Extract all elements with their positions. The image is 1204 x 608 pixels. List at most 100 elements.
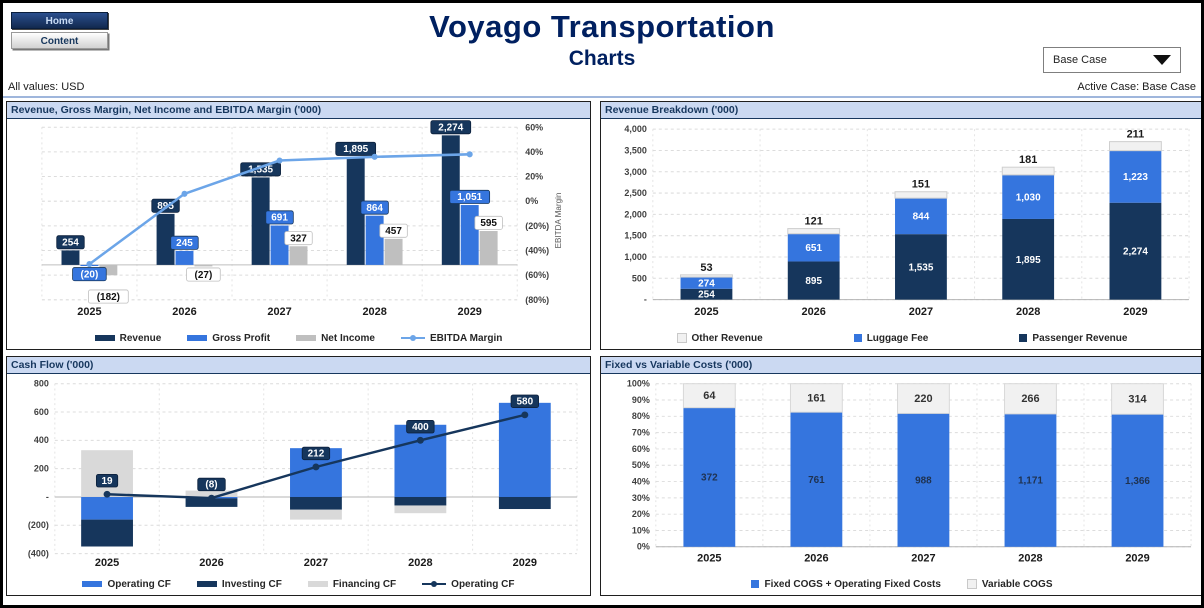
svg-text:40%: 40% (632, 477, 650, 487)
svg-text:121: 121 (805, 215, 823, 227)
svg-text:327: 327 (290, 233, 307, 244)
svg-text:53: 53 (700, 262, 712, 274)
svg-text:161: 161 (807, 392, 825, 404)
chart-title-fixed-variable: Fixed vs Variable Costs ('000) (601, 357, 1201, 374)
svg-text:372: 372 (701, 473, 718, 484)
svg-text:595: 595 (480, 218, 497, 229)
legend-swatch (400, 335, 425, 341)
all-values-label: All values: USD (8, 81, 85, 93)
svg-text:20%: 20% (525, 172, 543, 182)
legend-swatch (82, 581, 103, 587)
legend-item: Net Income (296, 333, 375, 344)
svg-text:50%: 50% (632, 460, 650, 470)
svg-text:3,500: 3,500 (624, 145, 646, 155)
svg-text:(200): (200) (28, 520, 49, 530)
svg-text:1,223: 1,223 (1123, 172, 1148, 183)
svg-text:988: 988 (915, 476, 932, 487)
svg-text:1,895: 1,895 (1016, 255, 1041, 266)
home-button[interactable]: Home (11, 12, 108, 29)
chevron-down-icon[interactable] (1153, 55, 1171, 65)
svg-text:651: 651 (805, 243, 822, 254)
legend-swatch (422, 581, 447, 587)
cash-flow-chart: 800 600 400 200 - (200) (400) 2025 2026 2027 2028 2… (28, 379, 578, 569)
svg-text:64: 64 (703, 390, 715, 402)
svg-text:(20): (20) (81, 269, 99, 280)
svg-text:30%: 30% (632, 493, 650, 503)
svg-text:20%: 20% (632, 509, 650, 519)
legend-item: Other Revenue (676, 333, 763, 344)
legend-swatch (751, 580, 760, 588)
chart-title-revenue-margin: Revenue, Gross Margin, Net Income and EB… (7, 102, 590, 119)
svg-text:457: 457 (385, 226, 402, 237)
svg-text:(27): (27) (195, 270, 213, 281)
revenue-breakdown-legend: Other Revenue Luggage Fee Passenger Revenu… (601, 327, 1201, 349)
svg-text:580: 580 (517, 396, 534, 407)
svg-text:151: 151 (912, 179, 930, 191)
case-selector-value: Base Case (1053, 54, 1107, 66)
svg-text:1,366: 1,366 (1125, 476, 1150, 487)
svg-text:70%: 70% (632, 428, 650, 438)
svg-text:864: 864 (366, 203, 383, 214)
svg-text:2025: 2025 (77, 306, 101, 318)
svg-text:800: 800 (34, 379, 49, 389)
legend-swatch (853, 334, 862, 342)
revenue-margin-legend: Revenue Gross Profit Net Income EBITDA Marg… (7, 327, 590, 349)
svg-text:2026: 2026 (804, 552, 828, 564)
legend-swatch (94, 335, 115, 341)
charts-grid: Revenue, Gross Margin, Net Income and EB… (3, 98, 1201, 599)
active-case-label: Active Case: Base Case (1077, 81, 1196, 93)
svg-text:1,535: 1,535 (248, 165, 273, 176)
svg-text:400: 400 (34, 435, 49, 445)
svg-text:500: 500 (632, 273, 647, 283)
svg-text:761: 761 (808, 475, 825, 486)
page-subtitle: Charts (568, 47, 636, 70)
svg-text:(182): (182) (97, 292, 120, 303)
svg-text:844: 844 (913, 212, 930, 223)
svg-text:400: 400 (412, 422, 429, 433)
svg-text:(400): (400) (28, 549, 49, 559)
svg-text:2027: 2027 (909, 306, 933, 318)
svg-text:3,000: 3,000 (624, 167, 646, 177)
svg-text:2029: 2029 (458, 306, 482, 318)
chart-box-revenue-margin: Revenue, Gross Margin, Net Income and EB… (6, 101, 591, 350)
chart-box-revenue-breakdown: Revenue Breakdown ('000) 4,000 3,500 3,000… (600, 101, 1201, 350)
svg-text:254: 254 (62, 237, 79, 248)
nav-buttons: Home Content (11, 12, 108, 49)
case-selector[interactable]: Base Case (1043, 47, 1181, 73)
content-button[interactable]: Content (11, 32, 108, 49)
svg-text:19: 19 (102, 476, 114, 487)
svg-text:254: 254 (698, 290, 715, 301)
svg-text:1,051: 1,051 (457, 192, 482, 203)
svg-text:(20%): (20%) (525, 221, 549, 231)
svg-text:211: 211 (1127, 128, 1145, 140)
svg-text:2027: 2027 (911, 552, 935, 564)
svg-text:1,000: 1,000 (624, 252, 646, 262)
header: Home Content Voyago Transportation Chart… (3, 3, 1201, 81)
svg-text:220: 220 (914, 393, 932, 405)
svg-text:2026: 2026 (199, 557, 223, 569)
svg-text:(80%): (80%) (525, 295, 549, 305)
svg-text:(60%): (60%) (525, 270, 549, 280)
legend-item: Gross Profit (187, 333, 270, 344)
svg-text:60%: 60% (525, 122, 543, 132)
legend-item: Luggage Fee (853, 333, 928, 344)
svg-text:2028: 2028 (1016, 306, 1040, 318)
svg-text:245: 245 (176, 238, 193, 249)
legend-swatch (676, 333, 687, 343)
svg-text:2029: 2029 (1125, 552, 1149, 564)
revenue-breakdown-chart: 4,000 3,500 3,000 2,500 2,000 1,500 1,000 500 - 2… (624, 124, 1190, 318)
svg-text:1,535: 1,535 (908, 262, 933, 273)
svg-text:2,274: 2,274 (438, 122, 463, 133)
legend-item: Financing CF (307, 579, 396, 590)
page-title: Voyago Transportation (429, 9, 775, 44)
svg-text:2027: 2027 (304, 557, 328, 569)
legend-swatch (296, 335, 317, 341)
chart-title-cash-flow: Cash Flow ('000) (7, 357, 590, 374)
chart-title-revenue-breakdown: Revenue Breakdown ('000) (601, 102, 1201, 119)
svg-text:40%: 40% (525, 147, 543, 157)
svg-text:(8): (8) (205, 480, 217, 491)
svg-text:266: 266 (1021, 393, 1039, 405)
legend-swatch (1019, 334, 1028, 342)
svg-text:60%: 60% (632, 444, 650, 454)
